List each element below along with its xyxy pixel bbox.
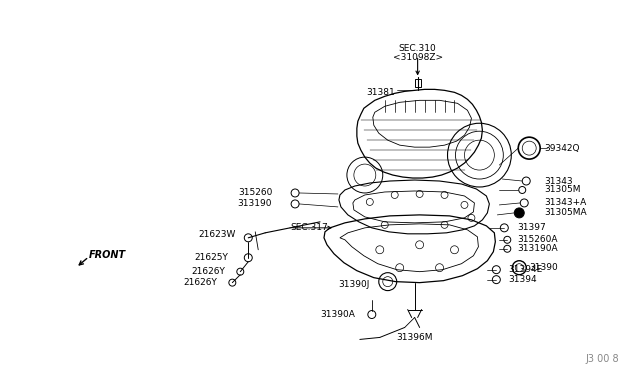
Text: 21626Y: 21626Y — [191, 267, 225, 276]
Text: 31394: 31394 — [508, 275, 537, 284]
Text: SEC.310: SEC.310 — [399, 44, 436, 53]
Text: SEC.317: SEC.317 — [290, 223, 328, 232]
Text: 31390: 31390 — [529, 263, 558, 272]
Circle shape — [515, 208, 524, 218]
Text: 313190: 313190 — [237, 199, 272, 208]
Text: J3 00 8: J3 00 8 — [585, 355, 619, 364]
Text: 21626Y: 21626Y — [184, 278, 218, 287]
Text: 313190A: 313190A — [517, 244, 558, 253]
Text: 315260A: 315260A — [517, 235, 558, 244]
Text: 21623W: 21623W — [198, 230, 236, 239]
Text: 21625Y: 21625Y — [195, 253, 228, 262]
Text: 31305M: 31305M — [544, 186, 580, 195]
Text: <31098Z>: <31098Z> — [392, 53, 443, 62]
Text: 31305MA: 31305MA — [544, 208, 587, 217]
Text: 31396M: 31396M — [396, 333, 433, 342]
Text: 315260: 315260 — [238, 189, 272, 198]
Text: 31343+A: 31343+A — [544, 198, 586, 208]
Bar — [415, 79, 420, 87]
Text: 31390A: 31390A — [320, 310, 355, 319]
Text: FRONT: FRONT — [89, 250, 126, 260]
Text: 39342Q: 39342Q — [544, 144, 580, 153]
Text: 31394E: 31394E — [508, 265, 543, 274]
Text: 31381: 31381 — [366, 88, 395, 97]
Text: 31397: 31397 — [517, 223, 546, 232]
Text: 31343: 31343 — [544, 177, 573, 186]
Text: 31390J: 31390J — [339, 280, 370, 289]
